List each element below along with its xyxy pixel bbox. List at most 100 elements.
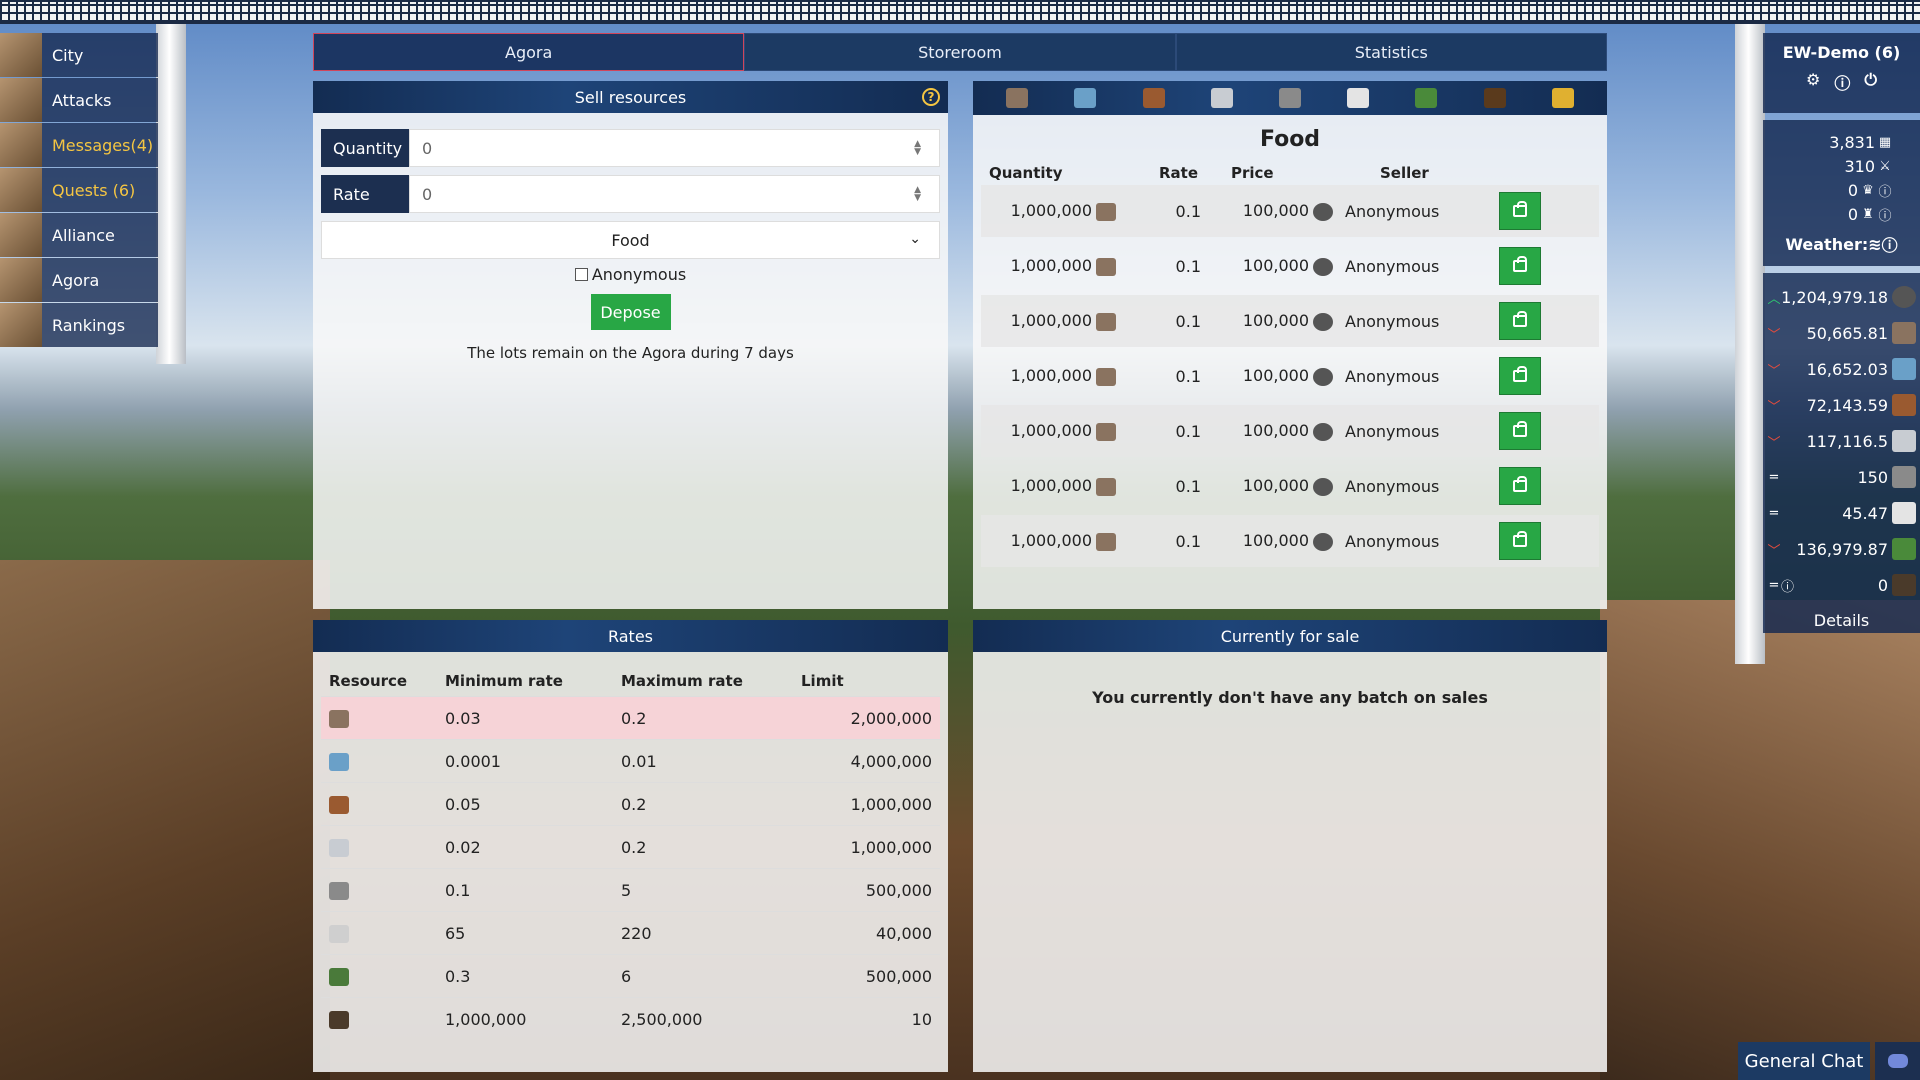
nav-label: City <box>52 45 84 65</box>
wood-icon <box>1892 394 1916 416</box>
stepper-icon[interactable]: ▲ ▼ <box>914 185 921 203</box>
city-thumb-icon <box>0 33 42 77</box>
buy-button[interactable] <box>1499 302 1541 340</box>
nav-alliance[interactable]: Alliance <box>0 213 158 257</box>
attacks-thumb-icon <box>0 78 42 122</box>
quantity-input[interactable]: 0 ▲ ▼ <box>409 129 940 167</box>
table-row: 1,000,000 0.1 100,000 Anonymous <box>981 240 1599 292</box>
tab-statistics[interactable]: Statistics <box>1175 33 1607 71</box>
buy-button[interactable] <box>1499 467 1541 505</box>
nav-quests[interactable]: Quests (6) <box>0 168 158 212</box>
min-rate: 0.1 <box>445 880 471 900</box>
user-box: EW-Demo (6) ⚙ ⓘ ⏻ <box>1763 33 1920 113</box>
table-row: 1,000,000 0.1 100,000 Anonymous <box>981 185 1599 237</box>
lot-rate: 0.1 <box>1175 421 1201 441</box>
help-icon[interactable]: ⓘ <box>1881 236 1898 255</box>
tab-storeroom[interactable]: Storeroom <box>744 33 1176 71</box>
buy-button[interactable] <box>1499 192 1541 230</box>
table-row: 1,000,000 0.1 100,000 Anonymous <box>981 350 1599 402</box>
marble-icon[interactable] <box>1347 88 1370 108</box>
trend-down-icon: ﹀ <box>1767 543 1781 559</box>
lot-seller: Anonymous <box>1345 476 1440 496</box>
rate-input[interactable]: 0 ▲ ▼ <box>409 175 940 213</box>
min-rate: 0.0001 <box>445 751 501 771</box>
general-chat-button[interactable]: General Chat <box>1738 1042 1870 1080</box>
header-rate: Rate <box>1159 164 1199 182</box>
details-link[interactable]: Details <box>1813 611 1870 630</box>
stat-row: 0 ♛ ⓘ <box>1763 178 1920 202</box>
lot-price: 100,000 <box>1201 421 1333 441</box>
user-icons: ⚙ ⓘ ⏻ <box>1763 70 1920 94</box>
anonymous-checkbox[interactable] <box>574 268 588 281</box>
resource-select[interactable]: Food ⌄ <box>321 221 940 259</box>
nav-agora[interactable]: Agora <box>0 258 158 302</box>
wine-icon[interactable] <box>1483 88 1506 108</box>
grapes-icon[interactable] <box>1415 88 1438 108</box>
power-icon[interactable]: ⏻ <box>1864 70 1877 89</box>
rates-table-header: Resource Minimum rate Maximum rate Limit <box>321 672 940 696</box>
nav-label: Rankings <box>52 315 126 335</box>
trend-equal-icon: = <box>1768 577 1780 593</box>
resource-value: 50,665.81 <box>1806 323 1888 343</box>
nav-rankings[interactable]: Rankings <box>0 303 158 347</box>
stat-row: 0 ♜ ⓘ <box>1763 202 1920 226</box>
buy-button[interactable] <box>1499 247 1541 285</box>
food-icon <box>1096 202 1116 221</box>
lot-price: 100,000 <box>1201 476 1333 496</box>
coin-icon <box>1313 422 1333 441</box>
lot-quantity: 1,000,000 <box>981 366 1116 386</box>
nav-attacks[interactable]: Attacks <box>0 78 158 122</box>
help-icon[interactable]: ⓘ <box>1834 74 1851 93</box>
lot-seller: Anonymous <box>1345 531 1440 551</box>
lot-seller: Anonymous <box>1345 201 1440 221</box>
market-header: Quantity Rate Price Seller <box>989 164 1607 182</box>
resource-row: ﹀ 16,652.03 <box>1763 351 1920 387</box>
min-rate: 0.05 <box>445 794 481 814</box>
buy-button[interactable] <box>1499 522 1541 560</box>
resource-value: 72,143.59 <box>1806 395 1888 415</box>
food-icon[interactable] <box>1006 88 1029 108</box>
help-icon[interactable]: ? <box>922 88 940 106</box>
shopping-bag-icon <box>1513 421 1527 437</box>
resource-value: 117,116.5 <box>1806 431 1888 451</box>
iron-icon[interactable] <box>1210 88 1233 108</box>
stat-value: 310 <box>1844 156 1875 176</box>
help-icon[interactable]: ⓘ <box>1878 184 1892 200</box>
shopping-bag-icon <box>1513 256 1527 272</box>
marble-column-right <box>1735 24 1765 664</box>
empty-state-message: You currently don't have any batch on sa… <box>1092 688 1488 707</box>
table-row: 1,000,000 2,500,000 10 <box>321 997 940 1040</box>
depose-button[interactable]: Depose <box>590 294 671 330</box>
buy-button[interactable] <box>1499 357 1541 395</box>
nav-messages[interactable]: Messages(4) <box>0 123 158 167</box>
buy-button[interactable] <box>1499 412 1541 450</box>
stepper-icon[interactable]: ▲ ▼ <box>914 139 921 157</box>
max-rate: 5 <box>621 880 632 900</box>
discord-button[interactable] <box>1875 1042 1920 1080</box>
tab-agora[interactable]: Agora <box>313 33 745 71</box>
water-icon[interactable] <box>1074 88 1097 108</box>
coin-icon <box>1313 312 1333 331</box>
wood-icon[interactable] <box>1142 88 1165 108</box>
forsale-title: Currently for sale <box>1220 626 1360 646</box>
limit: 500,000 <box>865 966 932 986</box>
help-icon[interactable]: ⓘ <box>1878 208 1892 224</box>
help-icon[interactable]: ⓘ <box>1781 579 1795 595</box>
table-row: 0.0001 0.01 4,000,000 <box>321 739 940 782</box>
messages-thumb-icon <box>0 123 42 167</box>
coin-icon <box>1313 202 1333 221</box>
coin-icon <box>1313 532 1333 551</box>
stat-value: 0 <box>1847 180 1858 200</box>
lot-price: 100,000 <box>1201 311 1333 331</box>
max-rate: 0.2 <box>621 837 647 857</box>
stone-icon[interactable] <box>1278 88 1301 108</box>
lot-rate: 0.1 <box>1175 256 1201 276</box>
anonymous-option[interactable]: Anonymous <box>313 265 948 284</box>
gold-icon[interactable] <box>1551 88 1574 108</box>
resource-value: 1,204,979.18 <box>1781 287 1888 307</box>
nav-city[interactable]: City <box>0 33 158 77</box>
table-row: 0.3 6 500,000 <box>321 954 940 997</box>
gear-icon[interactable]: ⚙ <box>1805 70 1821 89</box>
lot-rate: 0.1 <box>1175 311 1201 331</box>
food-icon <box>1096 257 1116 276</box>
